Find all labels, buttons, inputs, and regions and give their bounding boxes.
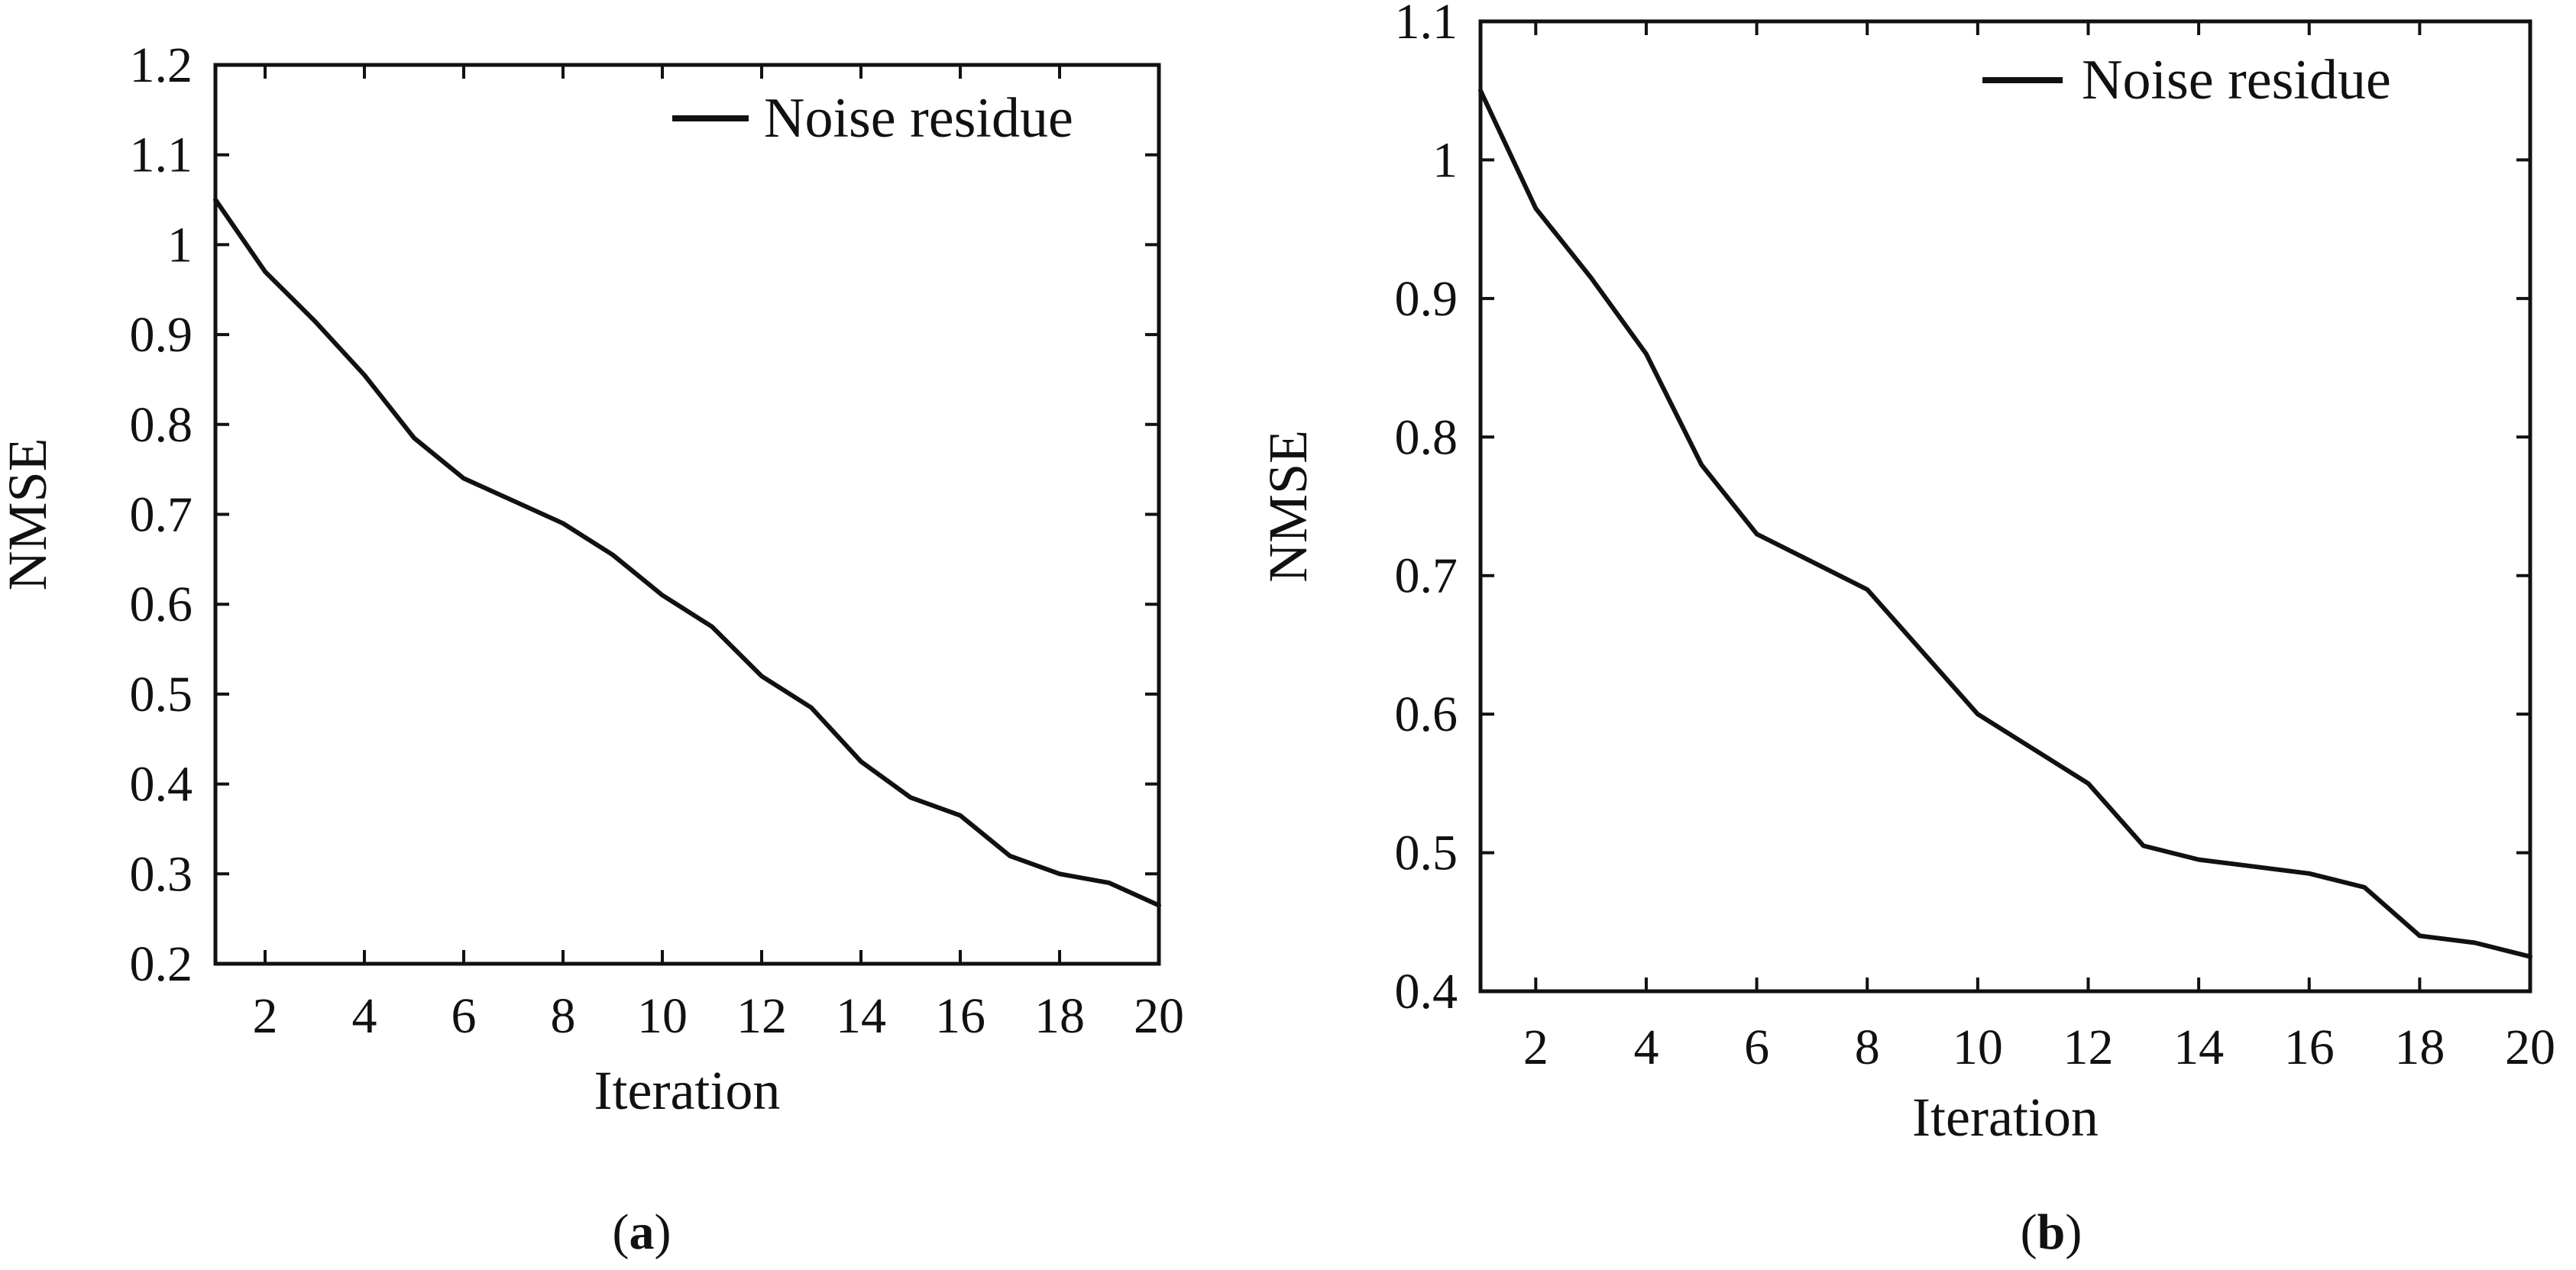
x-tick-label: 4 xyxy=(1633,1020,1659,1075)
y-tick-label: 0.8 xyxy=(130,397,193,453)
x-tick-label: 2 xyxy=(1523,1020,1549,1075)
y-tick-label: 0.4 xyxy=(1395,964,1458,1020)
x-tick-label: 6 xyxy=(1744,1020,1769,1075)
x-tick-label: 10 xyxy=(637,988,688,1044)
y-tick-label: 0.8 xyxy=(1395,409,1458,465)
x-tick-label: 20 xyxy=(2505,1020,2555,1075)
y-tick-label: 1.2 xyxy=(130,37,193,93)
y-tick-label: 0.5 xyxy=(1395,826,1458,881)
x-axis-label: Iteration xyxy=(594,1060,781,1121)
x-axis-label: Iteration xyxy=(1912,1087,2099,1148)
y-tick-label: 0.6 xyxy=(1395,687,1458,742)
y-tick-label: 1 xyxy=(1432,132,1458,188)
x-tick-label: 18 xyxy=(2394,1020,2445,1075)
series-line-noise-residue xyxy=(213,197,1161,908)
y-tick-label: 0.2 xyxy=(130,936,193,992)
x-tick-label: 2 xyxy=(253,988,278,1044)
y-tick-label: 0.9 xyxy=(1395,271,1458,327)
y-tick-label: 0.5 xyxy=(130,667,193,722)
legend-label: Noise residue xyxy=(764,87,1073,150)
x-tick-label: 14 xyxy=(2173,1020,2224,1075)
x-tick-label: 18 xyxy=(1034,988,1085,1044)
series-line-noise-residue xyxy=(1478,88,2532,959)
y-tick-label: 1.1 xyxy=(130,128,193,183)
caption-a: (a) xyxy=(613,1204,672,1260)
y-tick-label: 1.1 xyxy=(1395,0,1458,50)
x-tick-label: 16 xyxy=(2284,1020,2335,1075)
y-axis-label: NMSE xyxy=(1257,430,1319,583)
legend-label: Noise residue xyxy=(2082,49,2391,111)
x-tick-label: 8 xyxy=(551,988,576,1044)
y-tick-label: 0.3 xyxy=(130,846,193,902)
x-tick-label: 4 xyxy=(352,988,377,1044)
x-tick-label: 16 xyxy=(935,988,985,1044)
x-tick-label: 6 xyxy=(451,988,477,1044)
y-axis-label: NMSE xyxy=(0,438,58,590)
caption-b: (b) xyxy=(2021,1204,2082,1260)
x-tick-label: 8 xyxy=(1855,1020,1880,1075)
y-tick-label: 0.6 xyxy=(130,577,193,632)
y-tick-label: 0.9 xyxy=(130,307,193,363)
chart-panel-a: 0.2 0.3 0.4 0.5 0.6 0.7 0.8 0.9 1 1.1 1.2 2 4 6 8 10 12 1… xyxy=(0,37,1184,1121)
x-tick-label: 12 xyxy=(2063,1020,2113,1075)
y-tick-label: 1 xyxy=(167,217,193,273)
chart-panel-b: 0.4 0.5 0.6 0.7 0.8 0.9 1 1.1 2 4 6 8 10 12 14 16 18 20 It… xyxy=(1257,0,2555,1148)
x-tick-label: 10 xyxy=(1953,1020,2003,1075)
y-tick-label: 0.7 xyxy=(130,487,193,543)
y-tick-label: 0.7 xyxy=(1395,548,1458,604)
plot-frame xyxy=(213,63,1161,966)
x-tick-label: 12 xyxy=(736,988,787,1044)
plot-frame xyxy=(1478,19,2532,994)
y-tick-label: 0.4 xyxy=(130,757,193,813)
x-tick-label: 14 xyxy=(836,988,886,1044)
x-tick-label: 20 xyxy=(1134,988,1184,1044)
